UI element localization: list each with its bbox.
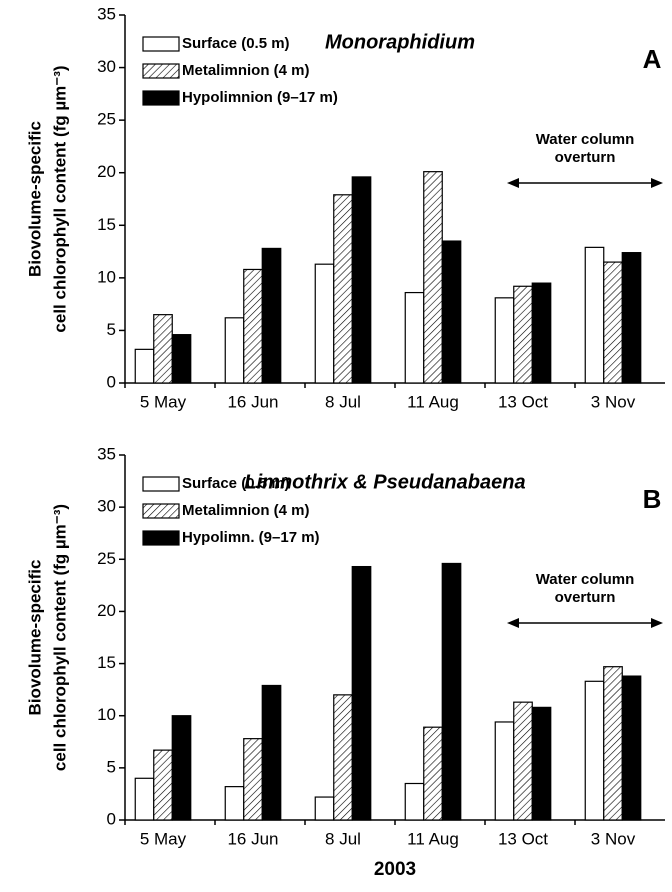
bar <box>603 261 623 384</box>
bar <box>333 194 353 384</box>
bar <box>243 268 263 384</box>
bar <box>621 675 642 821</box>
chart-title: Monoraphidium <box>325 31 475 53</box>
x-tick-label: 16 Jun <box>227 392 278 411</box>
bar <box>441 240 462 384</box>
x-axis-label: 2003 <box>374 859 416 880</box>
bar <box>153 314 173 384</box>
bar <box>153 749 173 821</box>
bar <box>261 684 282 821</box>
y-tick-label: 10 <box>97 267 116 286</box>
bar <box>404 291 425 384</box>
panel-label: A <box>643 44 662 74</box>
bar <box>513 285 533 384</box>
x-tick-label: 5 May <box>140 829 187 848</box>
x-tick-label: 13 Oct <box>498 829 548 848</box>
legend-label: Surface (0.5 m) <box>182 35 290 52</box>
bar <box>423 171 443 384</box>
bar <box>224 317 245 384</box>
x-tick-label: 3 Nov <box>591 829 636 848</box>
y-tick-label: 30 <box>97 57 116 76</box>
annotation: overturn <box>555 589 616 606</box>
annotation: Water column <box>536 571 635 588</box>
y-tick-label: 20 <box>97 162 116 181</box>
bar <box>513 701 533 821</box>
annotation: overturn <box>555 149 616 166</box>
y-tick-label: 5 <box>107 757 116 776</box>
y-tick-label: 35 <box>97 444 116 463</box>
y-axis-label: Biovolume-specific <box>25 560 44 716</box>
legend-label: Hypolimnion (9–17 m) <box>182 89 338 106</box>
legend-label: Metalimnion (4 m) <box>182 62 310 79</box>
bar <box>333 694 353 821</box>
y-tick-label: 15 <box>97 215 116 234</box>
bar <box>351 565 372 821</box>
legend-swatch <box>142 90 180 106</box>
bar <box>584 680 605 821</box>
bar <box>261 247 282 384</box>
bar <box>314 796 335 821</box>
x-tick-label: 11 Aug <box>407 392 459 411</box>
bar <box>423 726 443 821</box>
legend-swatch <box>142 476 180 492</box>
x-tick-label: 5 May <box>140 392 187 411</box>
x-tick-label: 8 Jul <box>325 829 361 848</box>
legend-swatch <box>142 503 180 519</box>
y-tick-label: 30 <box>97 497 116 516</box>
y-tick-label: 20 <box>97 601 116 620</box>
bar <box>494 721 515 821</box>
y-tick-label: 0 <box>107 372 116 391</box>
y-tick-label: 0 <box>107 809 116 828</box>
bar <box>404 782 425 821</box>
x-tick-label: 11 Aug <box>407 829 459 848</box>
legend-swatch <box>142 530 180 546</box>
y-tick-label: 5 <box>107 320 116 339</box>
annotation: Water column <box>536 131 635 148</box>
legend-swatch <box>142 36 180 52</box>
panel-label: B <box>643 484 662 514</box>
bar <box>134 348 155 384</box>
x-tick-label: 3 Nov <box>591 392 636 411</box>
y-tick-label: 25 <box>97 110 116 129</box>
x-tick-label: 8 Jul <box>325 392 361 411</box>
x-tick-label: 16 Jun <box>227 829 278 848</box>
bar <box>134 777 155 821</box>
legend-label: Surface (0.5 m) <box>182 475 290 492</box>
y-axis-label: cell chlorophyll content (fg µm⁻³) <box>50 504 69 771</box>
bar <box>621 252 642 384</box>
y-axis-label: cell chlorophyll content (fg µm⁻³) <box>50 65 69 332</box>
bar <box>351 176 372 384</box>
bar <box>531 282 552 384</box>
bar <box>494 297 515 384</box>
y-tick-label: 35 <box>97 4 116 23</box>
legend-label: Hypolimn. (9–17 m) <box>182 529 320 546</box>
legend-label: Metalimnion (4 m) <box>182 502 310 519</box>
bar <box>584 246 605 384</box>
y-axis-label: Biovolume-specific <box>25 121 44 277</box>
bar <box>224 786 245 821</box>
bar <box>314 263 335 384</box>
legend-swatch <box>142 63 180 79</box>
bar <box>531 706 552 821</box>
bar <box>171 715 192 821</box>
y-tick-label: 15 <box>97 653 116 672</box>
chart-title: Limnothrix & Pseudanabaena <box>244 471 525 493</box>
bar <box>441 562 462 821</box>
bar <box>243 738 263 821</box>
bar <box>603 666 623 821</box>
y-tick-label: 10 <box>97 705 116 724</box>
y-tick-label: 25 <box>97 549 116 568</box>
x-tick-label: 13 Oct <box>498 392 548 411</box>
bar <box>171 334 192 384</box>
